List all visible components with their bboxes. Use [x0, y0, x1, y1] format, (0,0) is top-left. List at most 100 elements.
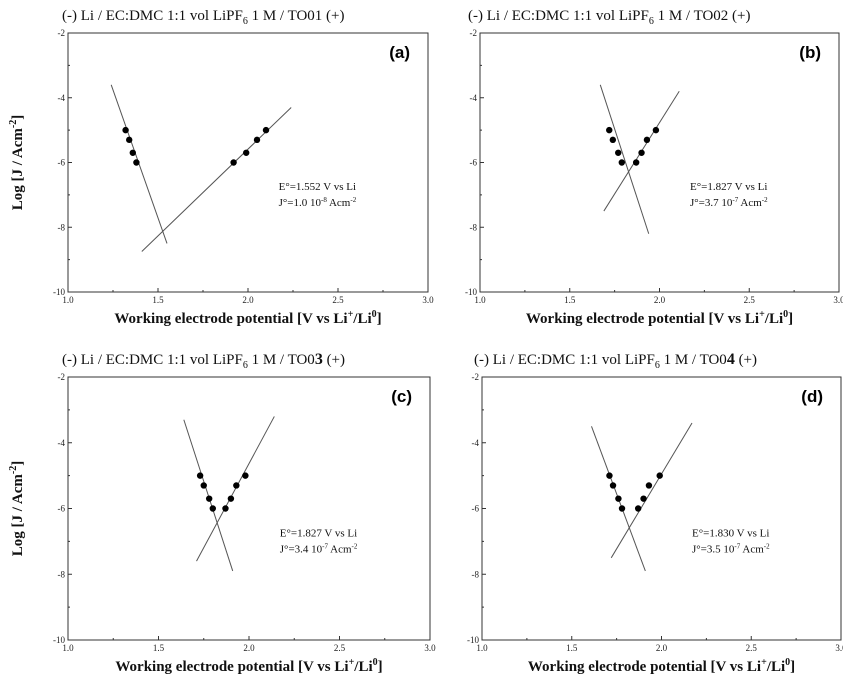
panel-tag: (b): [799, 43, 821, 62]
x-tick-label: 2.5: [744, 295, 756, 305]
data-point: [606, 472, 613, 479]
y-tick-label: -4: [470, 93, 478, 103]
x-tick-label: 1.0: [62, 643, 74, 653]
x-tick-label: 3.0: [422, 295, 434, 305]
annotation-j0: J°=3.5 10-7 Acm-2: [692, 542, 770, 555]
annotation-part: J°=1.0 10: [279, 197, 322, 209]
data-point: [640, 495, 647, 502]
data-point: [632, 159, 640, 166]
x-label-part: /Li: [353, 659, 372, 675]
y-tick-label: -6: [58, 504, 66, 514]
annotation-superscript: -7: [322, 542, 328, 550]
y-tick-label: -4: [472, 438, 480, 448]
y-label-superscript: -2: [8, 120, 19, 128]
panel-tag: (d): [801, 387, 823, 406]
annotation-superscript: -8: [321, 196, 327, 204]
title-part: 1 M / TO0: [248, 352, 315, 368]
annotation-superscript: -2: [352, 542, 358, 550]
chart-panel-3: (-) Li / EC:DMC 1:1 vol LiPF6 1 M / TO03…: [8, 351, 436, 675]
y-tick-label: -8: [58, 569, 66, 579]
x-label-part: Working electrode potential [V vs Li: [526, 311, 759, 327]
x-tick-label: 2.5: [746, 643, 758, 653]
x-label-part: Working electrode potential [V vs Li: [528, 659, 761, 675]
plot-frame: [67, 376, 431, 641]
title-part: 1 M / TO02 (+): [654, 8, 751, 24]
y-tick-label: -8: [470, 222, 478, 232]
y-label-part: ]: [10, 461, 26, 466]
y-tick-label: -2: [58, 372, 66, 382]
y-tick-label: -10: [53, 635, 65, 645]
y-tick-label: -10: [465, 287, 477, 297]
title-subscript: 6: [649, 16, 654, 27]
data-point: [618, 159, 626, 166]
plot-frame: [67, 32, 429, 293]
data-point: [209, 505, 216, 512]
fit-line: [196, 416, 275, 562]
annotation-e0: E°=1.552 V vs Li: [279, 181, 356, 193]
y-tick-label: -6: [58, 158, 66, 168]
y-label-part: ]: [10, 115, 26, 120]
chart-panel-4: (-) Li / EC:DMC 1:1 vol LiPF6 1 M / TO04…: [467, 351, 843, 675]
x-tick-label: 1.5: [564, 295, 576, 305]
plot-frame: [479, 32, 840, 293]
data-point: [122, 126, 129, 134]
data-point: [652, 126, 660, 134]
panel-tag: (a): [389, 43, 410, 62]
x-tick-label: 2.0: [656, 643, 668, 653]
x-tick-label: 2.5: [334, 643, 346, 653]
annotation-superscript: -2: [350, 196, 356, 204]
annotation-j0: J°=3.7 10-7 Acm-2: [690, 196, 768, 209]
annotation-superscript: -7: [734, 542, 740, 550]
title-subscript: 6: [243, 16, 248, 27]
annotation-superscript: -7: [732, 196, 738, 204]
fit-line: [610, 422, 693, 559]
x-label-superscript: +: [761, 657, 767, 668]
x-label-part: ]: [378, 659, 383, 675]
data-point: [133, 159, 140, 166]
title-subscript: 6: [655, 360, 660, 371]
annotation-part: Acm: [738, 197, 762, 209]
y-label-part: Log [J / Acm: [10, 474, 26, 557]
x-label-superscript: +: [759, 309, 765, 320]
title-part: 1 M / TO01 (+): [248, 8, 345, 24]
data-point: [126, 136, 133, 144]
annotation-part: Acm: [328, 543, 352, 555]
title-subscript: 6: [243, 360, 248, 371]
x-axis-label: Working electrode potential [V vs Li+/Li…: [114, 309, 381, 327]
chart-panel-2: (-) Li / EC:DMC 1:1 vol LiPF6 1 M / TO02…: [465, 8, 843, 327]
annotation-e0: E°=1.827 V vs Li: [690, 181, 767, 193]
data-point: [643, 136, 651, 144]
x-tick-label: 3.0: [424, 643, 436, 653]
y-tick-label: -2: [470, 28, 478, 38]
chart-panel-1: (-) Li / EC:DMC 1:1 vol LiPF6 1 M / TO01…: [8, 8, 434, 327]
annotation-e0: E°=1.827 V vs Li: [280, 527, 357, 539]
data-point: [634, 505, 642, 512]
data-point: [656, 472, 663, 479]
data-point: [196, 472, 204, 479]
data-point: [618, 505, 626, 512]
x-label-superscript: +: [348, 309, 354, 320]
fit-line: [599, 84, 650, 234]
title-part: (+): [735, 352, 757, 368]
y-tick-label: -4: [58, 93, 66, 103]
data-point: [243, 149, 250, 156]
data-point: [230, 159, 237, 166]
x-label-superscript: 0: [783, 309, 788, 320]
y-tick-label: -2: [58, 28, 66, 38]
data-point: [233, 482, 240, 489]
data-point: [242, 472, 249, 479]
x-tick-label: 2.0: [243, 643, 255, 653]
y-tick-label: -6: [470, 158, 478, 168]
data-point: [262, 126, 270, 134]
title-bold-part: 4: [727, 351, 735, 368]
data-point: [638, 149, 645, 156]
x-axis-label: Working electrode potential [V vs Li+/Li…: [115, 657, 382, 675]
x-label-part: ]: [790, 659, 795, 675]
y-axis-label: Log [J / Acm-2]: [8, 461, 26, 556]
y-tick-label: -6: [472, 504, 480, 514]
title-bold-part: 3: [315, 351, 323, 368]
y-axis-label: Log [J / Acm-2]: [8, 115, 26, 210]
title-part: 1 M / TO0: [660, 352, 727, 368]
x-tick-label: 1.0: [476, 643, 488, 653]
y-tick-label: -2: [472, 372, 480, 382]
